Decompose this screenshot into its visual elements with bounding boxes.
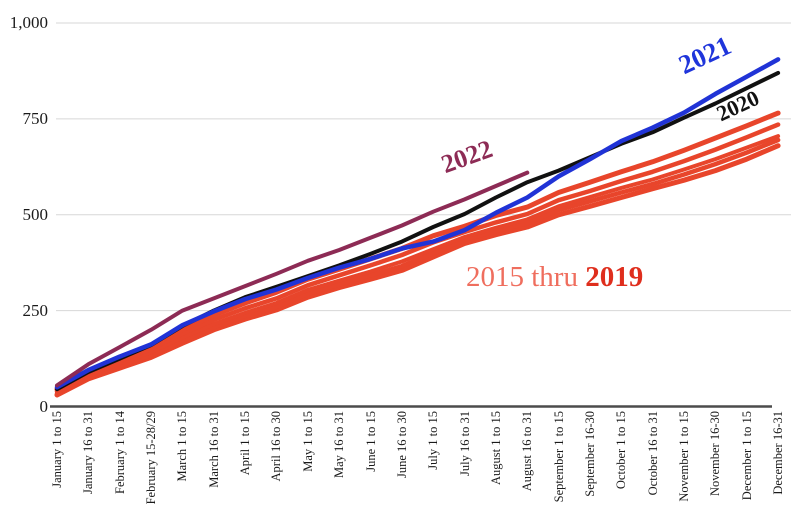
x-tick-10: June 1 to 15 [363,411,378,472]
line-2017 [55,134,781,395]
x-tick-12: July 1 to 15 [426,411,441,470]
x-tick-4: March 1 to 15 [175,411,190,482]
x-tick-8: May 1 to 15 [300,411,315,472]
x-tick-9: May 16 to 31 [332,411,347,479]
x-tick-13: July 16 to 31 [457,411,472,476]
x-tick-0: January 1 to 15 [50,411,64,488]
x-tick-11: June 16 to 30 [394,411,409,479]
x-tick-15: August 16 to 31 [520,411,535,492]
y-tick-750: 750 [22,108,49,128]
x-tick-3: February 15-28/29 [144,411,159,505]
y-tick-250: 250 [22,300,49,320]
line-2021 [54,57,781,390]
y-tick-1,000: 1,000 [9,13,48,32]
line-2015 [54,143,781,398]
line-2018 [54,122,781,394]
x-tick-14: August 1 to 15 [488,411,503,485]
y-tick-0: 0 [39,396,49,416]
x-tick-23: December 16-31 [771,411,786,495]
x-tick-19: October 16 to 31 [645,411,660,496]
x-tick-7: April 16 to 30 [269,411,284,482]
x-tick-22: December 1 to 15 [739,411,754,501]
x-tick-17: September 16-30 [582,411,597,497]
x-tick-6: April 1 to 15 [238,411,253,476]
line-2016 [54,137,781,397]
y-tick-500: 500 [22,204,49,224]
line-2019 [54,110,781,392]
x-tick-21: November 16-30 [708,411,723,497]
series-label-2015-thru: 2015 thru [466,261,586,293]
x-tick-18: October 1 to 15 [614,411,629,490]
x-tick-5: March 16 to 31 [206,411,221,488]
x-tick-1: January 16 to 31 [81,411,96,494]
x-tick-2: February 1 to 14 [112,411,127,494]
x-tick-20: November 1 to 15 [677,411,691,502]
series-label-2015-thru-2019: 2015 thru 2019 [466,261,643,294]
x-tick-16: September 1 to 15 [551,411,566,503]
line-2022 [55,170,530,388]
series-label-2019: 2019 [585,261,644,293]
